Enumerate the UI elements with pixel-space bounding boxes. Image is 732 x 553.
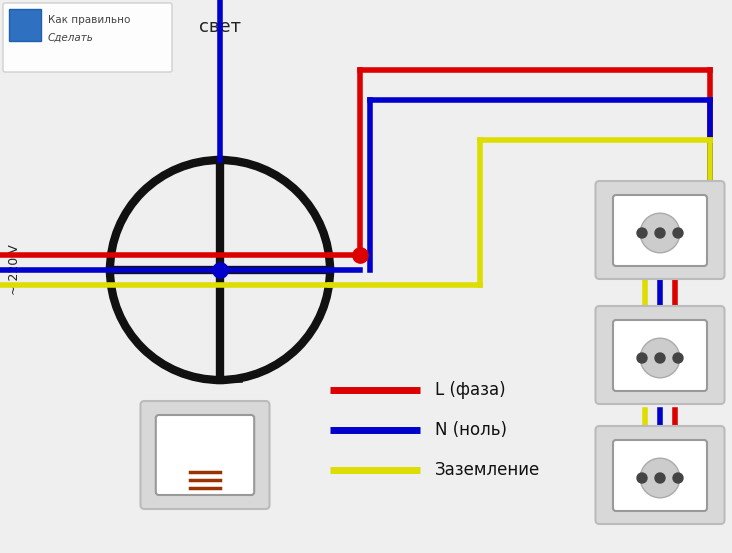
Circle shape <box>637 228 647 238</box>
FancyBboxPatch shape <box>141 401 269 509</box>
FancyBboxPatch shape <box>596 426 725 524</box>
Circle shape <box>637 473 647 483</box>
FancyBboxPatch shape <box>596 181 725 279</box>
FancyBboxPatch shape <box>3 3 172 72</box>
Text: свет: свет <box>199 18 241 36</box>
Text: L (фаза): L (фаза) <box>435 381 506 399</box>
FancyBboxPatch shape <box>156 415 254 495</box>
Text: ~ 220 V: ~ 220 V <box>7 244 20 295</box>
Circle shape <box>673 228 683 238</box>
Circle shape <box>640 338 680 378</box>
FancyBboxPatch shape <box>613 195 707 266</box>
Circle shape <box>640 458 680 498</box>
Circle shape <box>655 353 665 363</box>
Text: Сделать: Сделать <box>48 33 94 43</box>
Text: N (ноль): N (ноль) <box>435 421 507 439</box>
Circle shape <box>637 353 647 363</box>
Circle shape <box>655 473 665 483</box>
FancyBboxPatch shape <box>613 320 707 391</box>
FancyBboxPatch shape <box>596 306 725 404</box>
FancyBboxPatch shape <box>613 440 707 511</box>
Circle shape <box>640 213 680 253</box>
Circle shape <box>655 228 665 238</box>
Circle shape <box>673 473 683 483</box>
Text: Заземление: Заземление <box>435 461 540 479</box>
Text: Как правильно: Как правильно <box>48 15 130 25</box>
Circle shape <box>673 353 683 363</box>
FancyBboxPatch shape <box>9 9 41 41</box>
